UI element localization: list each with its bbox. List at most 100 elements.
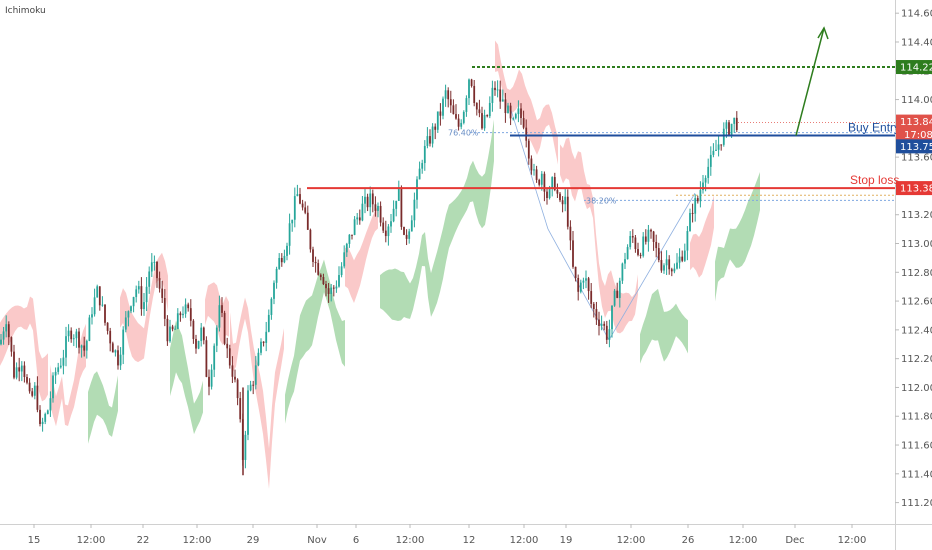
candle-body bbox=[598, 319, 600, 327]
candle-body bbox=[457, 118, 460, 127]
candle-body bbox=[267, 314, 270, 332]
y-tick-label: 114.600 bbox=[901, 9, 932, 20]
candle-body bbox=[130, 306, 132, 312]
candle-body bbox=[725, 122, 728, 129]
candle-body bbox=[195, 338, 197, 349]
cloud-segment bbox=[715, 171, 760, 302]
candle-body bbox=[720, 144, 723, 146]
candle-body bbox=[215, 327, 218, 346]
candle-body bbox=[603, 323, 606, 326]
candle-body bbox=[340, 266, 343, 276]
candle-body bbox=[296, 194, 299, 197]
cloud-segment bbox=[88, 371, 118, 444]
candle-body bbox=[109, 330, 112, 344]
candle-body bbox=[379, 205, 382, 223]
candle-body bbox=[673, 268, 676, 272]
candle-body bbox=[54, 371, 57, 376]
candle-body bbox=[681, 256, 684, 261]
candle-body bbox=[135, 289, 138, 298]
candle-body bbox=[715, 149, 717, 151]
candle-body bbox=[504, 99, 507, 114]
candle-body bbox=[416, 179, 418, 200]
candle-body bbox=[137, 286, 140, 290]
candle-body bbox=[179, 313, 182, 316]
candle-body bbox=[39, 409, 41, 424]
x-tick-label: 12:00 bbox=[617, 535, 646, 546]
y-tick-label: 111.600 bbox=[901, 441, 932, 452]
candle-body bbox=[260, 341, 262, 353]
candle-body bbox=[408, 231, 411, 239]
cloud-segment bbox=[230, 297, 284, 489]
x-tick-label: 19 bbox=[560, 535, 573, 546]
target-arrow bbox=[795, 26, 829, 136]
svg-text:114.226: 114.226 bbox=[900, 63, 932, 74]
x-tick-label: 12:00 bbox=[183, 535, 212, 546]
candle-body bbox=[712, 150, 715, 155]
candle-body bbox=[397, 187, 400, 201]
candle-body bbox=[150, 262, 153, 272]
candle-body bbox=[689, 212, 691, 232]
candle-body bbox=[358, 217, 361, 221]
candle-body bbox=[530, 158, 533, 171]
x-tick-label: 15 bbox=[28, 535, 41, 546]
candle-body bbox=[67, 330, 70, 337]
candle-body bbox=[252, 384, 255, 386]
candle-body bbox=[88, 317, 91, 341]
candle-body bbox=[197, 340, 200, 349]
candle-body bbox=[293, 196, 296, 220]
candle-body bbox=[634, 237, 637, 250]
candle-body bbox=[325, 284, 327, 289]
candle-body bbox=[33, 385, 36, 396]
candle-body bbox=[244, 434, 247, 460]
candle-body bbox=[460, 122, 463, 127]
candle-body bbox=[486, 115, 489, 117]
candle-body bbox=[306, 212, 309, 230]
candle-body bbox=[5, 324, 8, 332]
candle-body bbox=[525, 127, 528, 141]
candle-body bbox=[361, 203, 364, 221]
candle-body bbox=[332, 287, 335, 289]
arrow-head bbox=[817, 26, 829, 40]
candle-body bbox=[582, 280, 585, 283]
candle-body bbox=[455, 114, 457, 119]
candle-body bbox=[265, 331, 268, 343]
candle-body bbox=[730, 123, 733, 135]
candle-body bbox=[434, 126, 437, 130]
candle-body bbox=[343, 252, 346, 267]
cloud-segment bbox=[170, 320, 203, 435]
candle-body bbox=[335, 286, 338, 289]
candle-body bbox=[2, 331, 5, 340]
candle-body bbox=[0, 339, 2, 345]
candle-body bbox=[496, 89, 499, 91]
y-tick-label: 113.600 bbox=[901, 153, 932, 164]
candle-body bbox=[75, 331, 78, 339]
candle-body bbox=[117, 350, 119, 366]
candle-body bbox=[650, 229, 652, 232]
candle-body bbox=[694, 198, 697, 214]
candle-body bbox=[262, 341, 265, 343]
candle-body bbox=[7, 324, 10, 338]
price-axis: 111.200 111.400 111.600 111.800 112.000 112.2… bbox=[895, 9, 932, 509]
candle-body bbox=[286, 245, 288, 256]
candle-body bbox=[499, 89, 502, 102]
candle-body bbox=[621, 263, 624, 281]
candle-body bbox=[717, 144, 720, 150]
x-tick-label: 29 bbox=[247, 535, 260, 546]
candle-body bbox=[494, 87, 496, 91]
x-tick-label: 12 bbox=[463, 535, 476, 546]
svg-text:113.385: 113.385 bbox=[900, 184, 932, 195]
candle-body bbox=[91, 314, 93, 318]
candle-body bbox=[114, 350, 117, 353]
candle-body bbox=[670, 269, 673, 272]
cloud-segment bbox=[640, 288, 688, 364]
candle-body bbox=[80, 345, 83, 348]
candle-body bbox=[444, 90, 447, 99]
candle-body bbox=[270, 298, 273, 315]
candle-body bbox=[28, 382, 31, 392]
candle-body bbox=[288, 223, 291, 246]
candle-body bbox=[548, 188, 551, 199]
cloud-segment bbox=[495, 40, 558, 165]
candle-body bbox=[405, 234, 408, 239]
candle-body bbox=[546, 191, 548, 199]
